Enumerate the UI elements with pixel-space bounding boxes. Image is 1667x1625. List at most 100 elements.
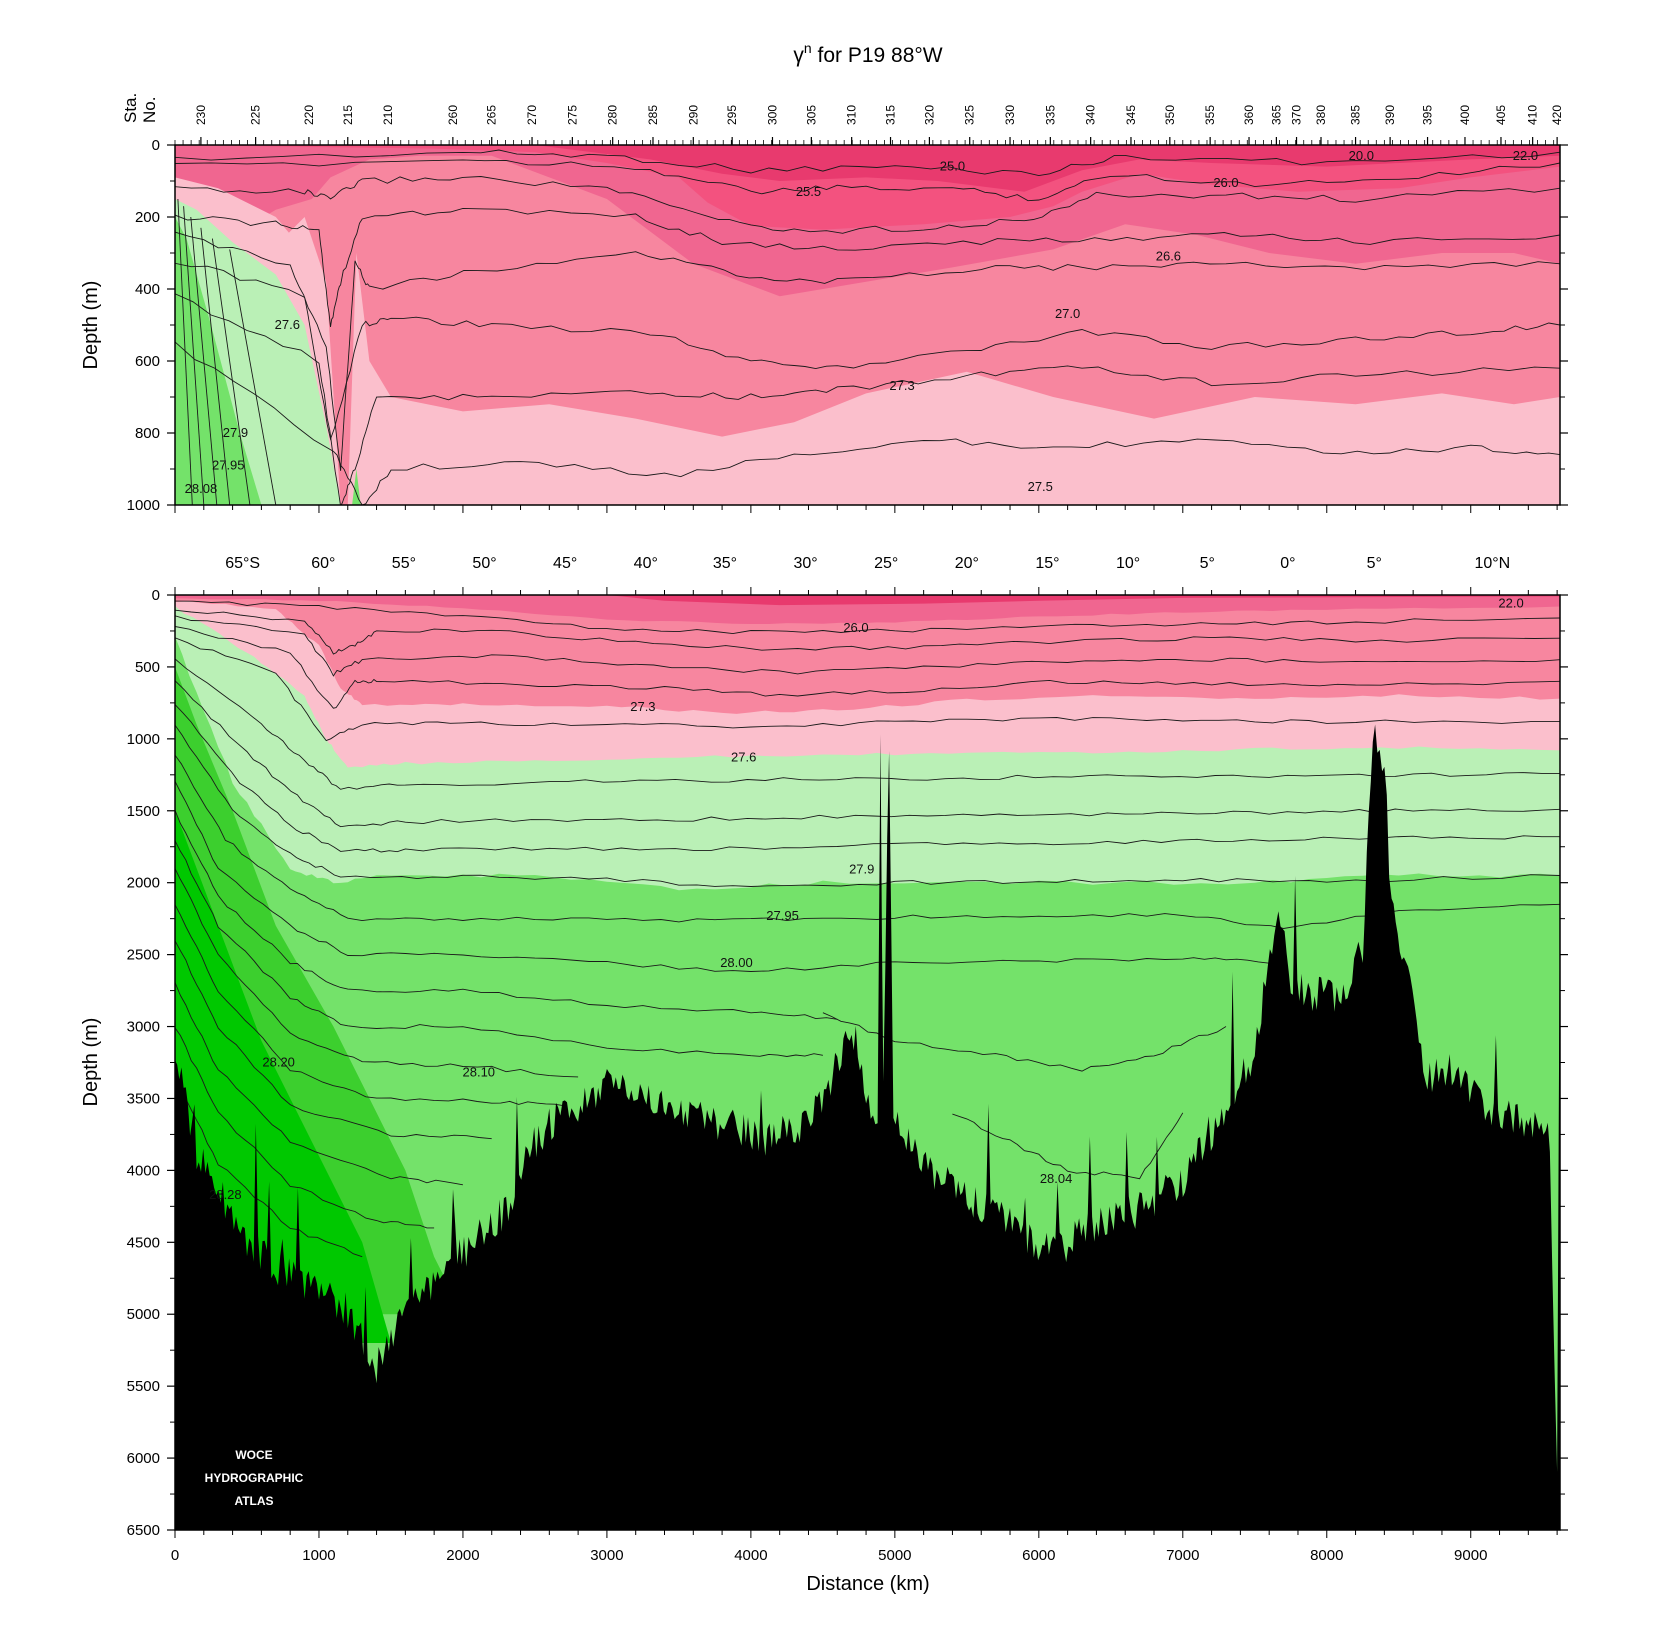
station-label: 370	[1290, 105, 1304, 125]
upper-density-fill	[175, 145, 1560, 505]
station-label: 325	[963, 105, 977, 125]
station-label: 350	[1163, 105, 1177, 125]
latitude-label: 40°	[634, 555, 658, 572]
title-superscript: n	[804, 40, 812, 56]
lower-y-tick-label: 0	[152, 587, 160, 604]
station-label: 335	[1043, 105, 1057, 125]
upper-contour-label: 27.0	[1055, 306, 1080, 321]
lower-y-tick-label: 2500	[127, 947, 160, 964]
bot-contour-line	[175, 840, 823, 1057]
lower-x-tick-label: 0	[171, 1547, 179, 1564]
top-contour-line-steep	[190, 216, 218, 505]
upper-contour-label: 27.95	[212, 457, 245, 472]
bot-contour-line	[952, 1112, 1184, 1180]
bot-contour-line	[175, 868, 579, 1078]
bot-band-26	[175, 595, 1560, 624]
top-contour-line	[175, 293, 1560, 505]
top-band-green-tongue	[352, 469, 361, 505]
lower-y-tick-label: 6500	[127, 1522, 160, 1539]
top-contour-line	[175, 149, 1560, 177]
lower-contour-label: 27.6	[731, 750, 756, 765]
bot-contour-line	[175, 658, 1560, 790]
station-label: 290	[686, 105, 700, 125]
upper-contour-labels: 25.0 25.5 26.0 20.0 22.0 26.6 27.0 27.3 27.5 27.6…	[185, 148, 1538, 496]
sta-label-line1: Sta.	[121, 93, 140, 123]
lower-panel: 0 500 1000 1500 2000 2500 3000 3500 4000 4500 5000…	[80, 555, 1568, 1595]
logo-line-2: HYDROGRAPHIC	[205, 1471, 304, 1485]
bot-contour-line	[175, 780, 1270, 972]
station-label: 230	[194, 105, 208, 125]
upper-contour-lines	[175, 149, 1560, 505]
latitude-label: 5°	[1367, 555, 1382, 572]
lower-y-tick-label: 5500	[127, 1378, 160, 1395]
upper-no-label: No.	[140, 97, 159, 123]
bot-contour-line	[822, 1012, 1227, 1072]
lower-contour-label: 28.00	[720, 955, 753, 970]
top-contour-line-steep	[183, 206, 205, 505]
latitude-label: 45°	[553, 555, 577, 572]
station-label: 345	[1124, 105, 1138, 125]
lower-contour-label: 26.0	[843, 620, 868, 635]
top-contour-line	[175, 159, 1560, 202]
upper-y-tick-label: 400	[135, 281, 160, 298]
bot-contour-line	[175, 724, 1560, 887]
latitude-label: 5°	[1200, 555, 1215, 572]
lower-y-tick-label: 2000	[127, 875, 160, 892]
latitude-label: 30°	[793, 555, 817, 572]
bot-contour-line	[175, 754, 1560, 929]
station-label: 220	[302, 105, 316, 125]
lower-x-tick-label: 5000	[878, 1547, 911, 1564]
bot-contour-line	[175, 609, 1560, 655]
station-label: 280	[606, 105, 620, 125]
lower-x-tick-label: 6000	[1022, 1547, 1055, 1564]
lower-x-tick-label: 2000	[446, 1547, 479, 1564]
upper-contour-label: 28.08	[185, 481, 218, 496]
station-label: 395	[1421, 105, 1435, 125]
station-label: 420	[1550, 105, 1564, 125]
bot-contour-line	[175, 626, 1560, 709]
station-label: 215	[341, 105, 355, 125]
station-label: 405	[1494, 105, 1508, 125]
lower-contour-label: 22.0	[1498, 596, 1523, 611]
logo-line-1: WOCE	[235, 1448, 272, 1462]
upper-contour-label: 22.0	[1513, 148, 1538, 163]
lower-y-tick-label: 1500	[127, 803, 160, 820]
top-contour-line	[175, 207, 1560, 327]
bot-contour-line	[175, 982, 463, 1186]
bot-contour-line	[175, 1075, 363, 1258]
top-contour-line	[175, 262, 1560, 441]
lower-y-tick-label: 3500	[127, 1090, 160, 1107]
lower-x-tick-label: 3000	[590, 1547, 623, 1564]
station-label: 340	[1084, 105, 1098, 125]
lower-x-tick-label: 7000	[1166, 1547, 1199, 1564]
lower-x-tick-label: 9000	[1454, 1547, 1487, 1564]
title-gamma: γ	[793, 44, 804, 67]
station-label: 225	[249, 105, 263, 125]
station-label: 305	[804, 105, 818, 125]
station-label: 355	[1203, 105, 1217, 125]
bot-contour-line	[175, 637, 1560, 742]
lower-y-tick-label: 6000	[127, 1450, 160, 1467]
lower-y-tick-label: 4000	[127, 1162, 160, 1179]
upper-contour-label: 27.6	[275, 317, 300, 332]
bot-contour-line	[175, 940, 492, 1140]
bot-contour-line	[175, 704, 1560, 853]
station-label: 320	[922, 105, 936, 125]
upper-y-tick-label: 800	[135, 425, 160, 442]
lower-y-tick-label: 3000	[127, 1019, 160, 1036]
station-label: 300	[765, 105, 779, 125]
lower-contour-label: 28.20	[262, 1055, 295, 1070]
lower-contour-label: 27.9	[849, 862, 874, 877]
bot-contour-line	[175, 615, 1560, 677]
station-label: 265	[485, 105, 499, 125]
station-label: 365	[1269, 105, 1283, 125]
upper-y-axis-title: Depth (m)	[80, 281, 102, 370]
lower-contour-label: 27.95	[766, 908, 799, 923]
latitude-label: 50°	[472, 555, 496, 572]
station-label: 275	[565, 105, 579, 125]
lower-y-tick-label: 4500	[127, 1234, 160, 1251]
lower-contour-label: 27.3	[630, 699, 655, 714]
latitude-label: 10°N	[1474, 555, 1510, 572]
bot-contour-line	[175, 680, 1560, 828]
